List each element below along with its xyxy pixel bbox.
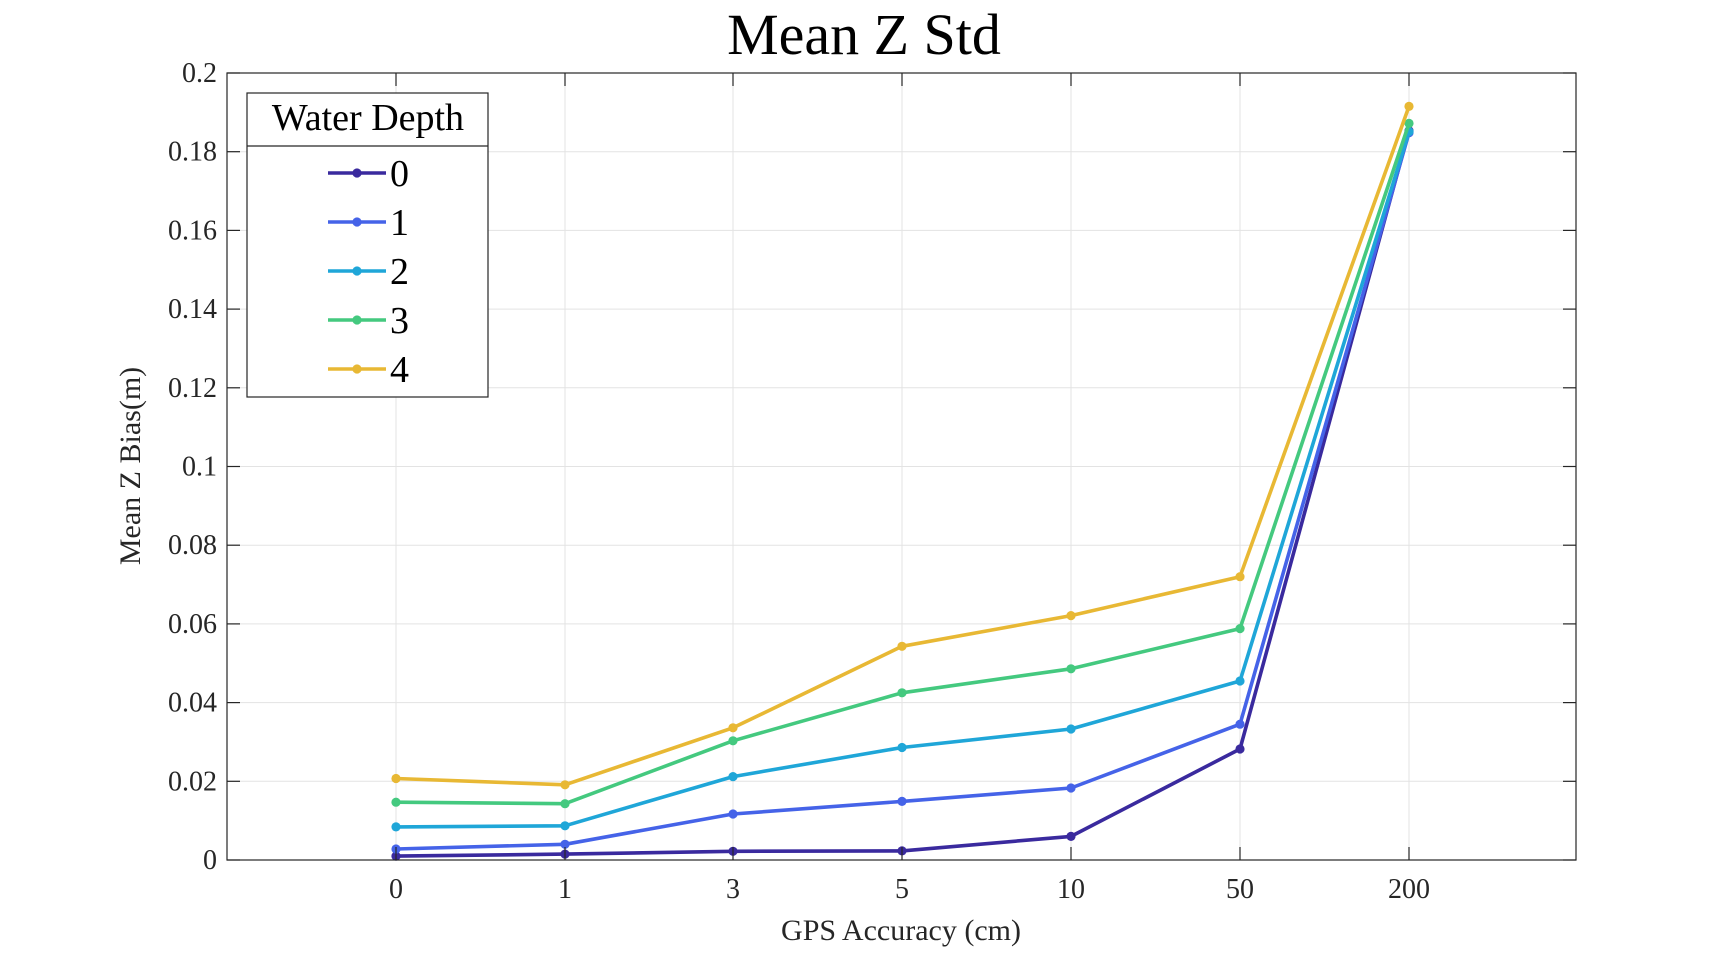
x-tick-label: 3 (726, 874, 740, 905)
legend-item-1: 1 (328, 202, 409, 244)
y-tick-label: 0.18 (168, 137, 217, 168)
data-point (391, 822, 401, 832)
x-tick-label: 50 (1226, 874, 1254, 905)
x-tick-label: 200 (1388, 874, 1430, 905)
data-point (1404, 101, 1414, 111)
legend-item-2: 2 (328, 251, 409, 293)
data-point (728, 723, 738, 733)
data-point (728, 809, 738, 819)
y-tick-label: 0.02 (168, 766, 217, 797)
data-point (1066, 664, 1076, 674)
y-tick-label: 0 (203, 845, 217, 876)
series-4 (391, 101, 1414, 790)
legend-label: 1 (390, 202, 409, 244)
y-tick-label: 0.16 (168, 215, 217, 246)
data-point (391, 797, 401, 807)
data-point (897, 796, 907, 807)
data-point (897, 742, 907, 753)
x-tick-label: 1 (558, 874, 572, 905)
legend-item-0: 0 (328, 153, 409, 195)
legend: Water Depth 0 1 2 3 4 (246, 92, 489, 398)
y-tick-label: 0.14 (168, 294, 217, 325)
y-tick-label: 0.2 (182, 58, 217, 89)
y-tick-label: 0.08 (168, 530, 217, 561)
axes (226, 72, 1577, 861)
chart-title: Mean Z Std (727, 2, 1001, 67)
data-point (1235, 676, 1245, 686)
data-point (1066, 831, 1076, 842)
legend-item-3: 3 (328, 300, 409, 342)
legend-marker (352, 266, 362, 276)
data-point (1235, 572, 1245, 582)
legend-label: 2 (390, 251, 409, 293)
series-3 (391, 118, 1414, 809)
data-point (728, 736, 738, 746)
legend-marker (352, 364, 362, 374)
legend-marker (352, 168, 362, 178)
x-tick-label: 5 (895, 874, 909, 905)
data-point (560, 799, 570, 809)
legend-marker (352, 217, 362, 227)
y-tick-label: 0.1 (182, 452, 217, 483)
legend-item-4: 4 (328, 349, 409, 391)
legend-label: 0 (390, 153, 409, 195)
y-axis-label: Mean Z Bias(m) (114, 367, 147, 565)
data-point (897, 688, 907, 698)
legend-marker (352, 315, 362, 325)
data-point (897, 641, 907, 651)
y-tick-label: 0.04 (168, 688, 217, 719)
legend-label: 4 (390, 349, 409, 391)
series-2 (391, 127, 1414, 832)
legend-items: 0 1 2 3 4 (328, 153, 409, 391)
data-point (728, 772, 738, 782)
data-point (1404, 118, 1414, 128)
data-point (1066, 724, 1076, 734)
data-point (560, 780, 570, 790)
tick-labels: 0 1 3 5 10 50 20000.020.040.060.080.10.120.140… (168, 58, 1430, 905)
x-axis-label: GPS Accuracy (cm) (781, 914, 1021, 947)
x-tick-label: 0 (389, 874, 403, 905)
legend-box (246, 92, 489, 398)
y-tick-label: 0.12 (168, 373, 217, 404)
data-point (560, 839, 570, 849)
legend-label: 3 (390, 300, 409, 342)
data-point (1235, 744, 1245, 754)
data-point (560, 821, 570, 831)
data-point (1235, 719, 1245, 729)
legend-title: Water Depth (272, 97, 464, 139)
data-point (1066, 783, 1076, 793)
y-tick-label: 0.06 (168, 609, 217, 640)
data-point (391, 773, 401, 784)
x-tick-label: 10 (1057, 874, 1085, 905)
data-point (1066, 611, 1076, 621)
data-point (1235, 624, 1245, 634)
